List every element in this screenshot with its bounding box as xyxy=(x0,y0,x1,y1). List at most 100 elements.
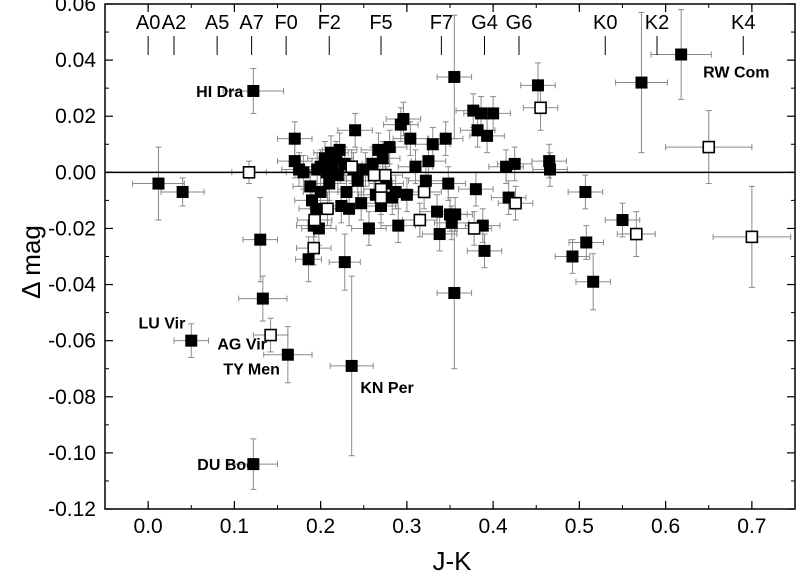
filled-square-point xyxy=(302,253,315,266)
spectral-type-label: F7 xyxy=(430,12,453,34)
spectral-type-label: K0 xyxy=(593,12,617,34)
open-square-point xyxy=(629,227,643,241)
x-tick-label: 0.3 xyxy=(392,515,421,538)
filled-square-point xyxy=(397,113,410,126)
y-axis-label: Δ mag xyxy=(16,225,46,299)
filled-square-point xyxy=(304,180,317,193)
filled-square-point xyxy=(439,132,452,145)
error-bar xyxy=(554,239,591,274)
filled-square-point xyxy=(297,166,310,179)
star-label: DU Boo xyxy=(197,457,256,474)
spectral-type-scale: A0 A2 A5 A7 F0 F2 F5 F7 G4 G6 K0 K2 K4 xyxy=(136,12,755,55)
annotations-layer: HI Dra RW Com LU Vir AG Vir TY Men KN Per DU B… xyxy=(139,64,770,474)
filled-square-point xyxy=(431,205,444,218)
filled-square-point xyxy=(531,79,544,92)
open-square-point xyxy=(509,196,522,210)
y-tick-label: -0.12 xyxy=(48,498,96,521)
filled-square-point xyxy=(442,177,455,190)
open-square-point xyxy=(367,168,381,182)
data-points-layer xyxy=(152,48,759,471)
spectral-type-label: F0 xyxy=(274,12,297,34)
filled-square-point xyxy=(635,76,648,89)
spectral-type-label: K4 xyxy=(731,12,755,34)
error-bars-layer xyxy=(132,9,792,490)
spectral-type-label: F2 xyxy=(318,12,341,34)
filled-square-point xyxy=(544,163,557,176)
filled-square-point xyxy=(433,228,446,241)
filled-square-point xyxy=(587,275,600,288)
spectral-type-label: G4 xyxy=(471,12,498,34)
filled-square-point xyxy=(152,177,165,190)
filled-square-point xyxy=(185,334,198,347)
filled-square-point xyxy=(469,183,482,196)
filled-square-point xyxy=(256,292,269,305)
x-axis-label: J-K xyxy=(433,546,473,576)
y-tick-label: 0.00 xyxy=(55,161,96,184)
spectral-type-label: F5 xyxy=(369,12,392,34)
filled-square-point xyxy=(449,208,462,221)
filled-square-point xyxy=(333,143,346,156)
filled-square-point xyxy=(426,138,439,151)
filled-square-point xyxy=(345,359,358,372)
spectral-type-label: A7 xyxy=(239,12,263,34)
filled-square-point xyxy=(508,157,521,170)
filled-square-point xyxy=(314,185,327,198)
filled-square-point xyxy=(310,202,323,215)
star-label: HI Dra xyxy=(196,84,243,101)
spectral-type-label: A2 xyxy=(162,12,186,34)
filled-square-point xyxy=(343,202,356,215)
star-label: AG Vir xyxy=(217,336,267,353)
filled-square-point xyxy=(366,157,379,170)
spectral-type-label: A5 xyxy=(205,12,229,34)
filled-square-point xyxy=(616,214,629,227)
spectral-type-label: K2 xyxy=(645,12,669,34)
y-tick-label: -0.06 xyxy=(48,330,96,353)
x-tick-label: 0.7 xyxy=(737,515,766,538)
filled-square-point xyxy=(487,107,500,120)
filled-square-point xyxy=(288,132,301,145)
star-label: RW Com xyxy=(703,64,769,81)
filled-square-point xyxy=(338,256,351,269)
filled-square-point xyxy=(254,233,267,246)
filled-square-point xyxy=(448,70,461,83)
open-square-point xyxy=(307,241,321,255)
spectral-type-label: G6 xyxy=(506,12,533,34)
x-tick-label: 0.2 xyxy=(306,515,335,538)
filled-square-point xyxy=(355,197,368,210)
filled-square-point xyxy=(580,236,593,249)
filled-square-point xyxy=(340,185,353,198)
open-square-point xyxy=(534,101,547,115)
filled-square-point xyxy=(392,219,405,232)
filled-square-point xyxy=(247,84,260,97)
x-tick-label: 0.4 xyxy=(479,515,509,538)
filled-square-point xyxy=(323,177,336,190)
open-square-point xyxy=(417,185,431,199)
filled-square-point xyxy=(376,152,389,165)
x-tick-label: 0.0 xyxy=(134,515,163,538)
filled-square-point xyxy=(247,458,260,471)
filled-square-point xyxy=(419,174,432,187)
open-square-point xyxy=(374,191,388,204)
filled-square-point xyxy=(404,132,417,145)
filled-square-point xyxy=(176,185,189,198)
star-label: TY Men xyxy=(223,362,280,379)
x-tick-label: 0.6 xyxy=(651,515,680,538)
spectral-type-label: A0 xyxy=(136,12,160,34)
open-square-point xyxy=(702,140,716,154)
open-square-point xyxy=(745,230,759,244)
open-square-point xyxy=(242,166,256,179)
y-tick-label: 0.02 xyxy=(55,105,96,128)
filled-square-point xyxy=(362,222,375,235)
open-square-point xyxy=(413,213,427,227)
filled-square-point xyxy=(331,169,344,182)
y-tick-label: -0.08 xyxy=(48,386,96,409)
open-square-point xyxy=(467,222,481,235)
filled-square-point xyxy=(566,250,579,263)
filled-square-point xyxy=(349,124,362,137)
star-label: KN Per xyxy=(360,380,413,397)
filled-square-point xyxy=(448,286,461,299)
y-tick-label: -0.10 xyxy=(48,442,96,465)
open-square-point xyxy=(379,168,392,182)
filled-square-point xyxy=(281,348,294,361)
